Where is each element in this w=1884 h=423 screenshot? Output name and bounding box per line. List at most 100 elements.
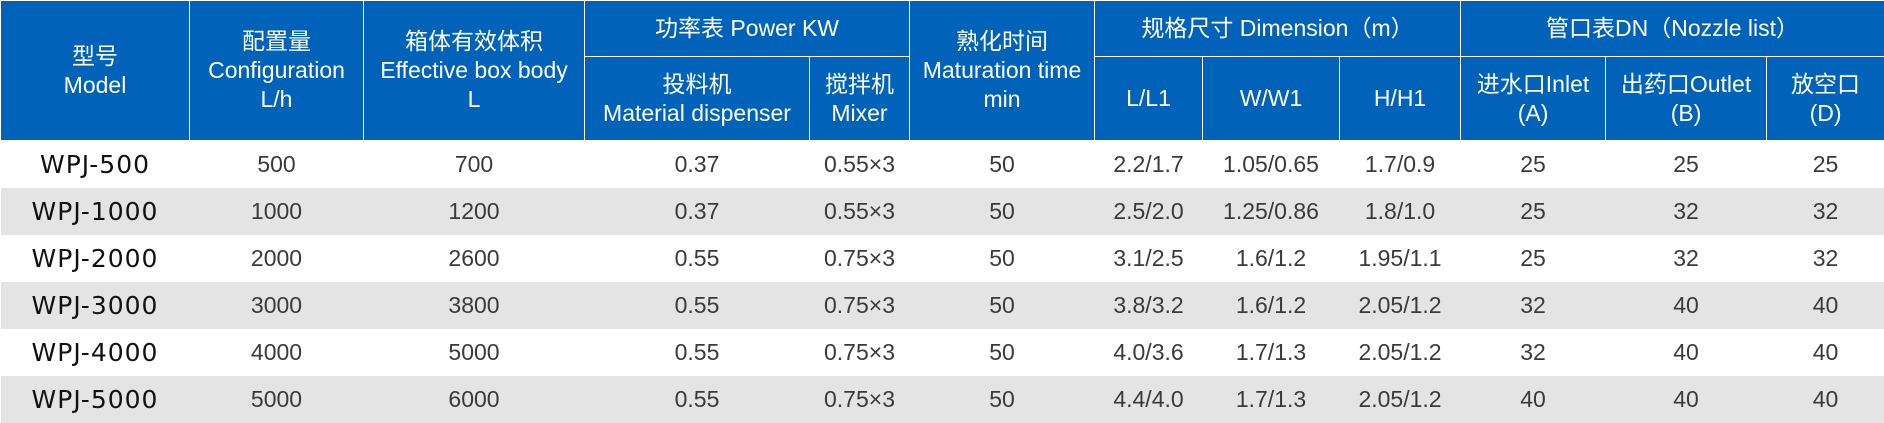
mixer-power-cell: 0.75×3 [809,328,910,376]
length-cell: 3.1/2.5 [1094,234,1203,282]
header-width: W/W1 [1202,56,1340,141]
header-configuration: 配置量 Configuration L/h [189,0,364,141]
vent-cell: 25 [1766,140,1884,188]
header-dispenser-zh: 投料机 [662,70,732,97]
header-dispenser: 投料机 Material dispenser [584,56,810,141]
length-cell: 4.0/3.6 [1094,328,1203,376]
volume-cell: 2600 [363,234,585,282]
table-row: WPJ-5000 5000 6000 0.55 0.75×3 50 4.4/4.0 1.7/1… [0,375,1884,423]
mixer-power-cell: 0.75×3 [809,234,910,282]
table-row: WPJ-500 500 700 0.37 0.55×3 50 2.2/1.7 1.05/0.6… [0,140,1884,188]
header-vent: 放空口 (D) [1766,56,1884,141]
vent-cell: 40 [1766,328,1884,376]
header-height: H/H1 [1338,56,1462,141]
maturation-cell: 50 [909,234,1095,282]
mixer-power-cell: 0.75×3 [809,375,910,423]
maturation-cell: 50 [909,328,1095,376]
header-effective-volume-en: Effective box body [380,57,568,83]
volume-cell: 5000 [363,328,585,376]
header-vent-label: 放空口 [1791,70,1861,97]
dispenser-power-cell: 0.55 [584,328,810,376]
width-cell: 1.05/0.65 [1202,140,1340,188]
header-vent-code: (D) [1809,99,1842,126]
height-cell: 1.95/1.1 [1339,234,1461,282]
configuration-cell: 500 [189,140,364,188]
header-maturation-zh: 熟化时间 [956,28,1048,54]
inlet-cell: 32 [1460,281,1606,329]
header-configuration-zh: 配置量 [242,28,311,54]
height-cell: 2.05/1.2 [1339,281,1461,329]
inlet-cell: 25 [1460,140,1606,188]
inlet-cell: 25 [1460,187,1606,235]
header-inlet-code: (A) [1517,99,1549,126]
height-cell: 2.05/1.2 [1339,375,1461,423]
header-dimension-title: 规格尺寸 Dimension（m） [1141,15,1414,41]
maturation-cell: 50 [909,281,1095,329]
model-cell: WPJ-500 [0,140,190,188]
header-effective-volume-unit: L [467,86,481,112]
mixer-power-cell: 0.75×3 [809,281,910,329]
header-mixer-en: Mixer [831,99,888,126]
header-outlet-label: 出药口Outlet [1620,70,1752,97]
outlet-cell: 40 [1605,328,1767,376]
height-cell: 2.05/1.2 [1339,328,1461,376]
header-dispenser-en: Material dispenser [603,99,791,126]
vent-cell: 32 [1766,234,1884,282]
length-cell: 3.8/3.2 [1094,281,1203,329]
dispenser-power-cell: 0.55 [584,234,810,282]
volume-cell: 3800 [363,281,585,329]
vent-cell: 40 [1766,281,1884,329]
vent-cell: 32 [1766,187,1884,235]
maturation-cell: 50 [909,187,1095,235]
configuration-cell: 4000 [189,328,364,376]
header-effective-volume-zh: 箱体有效体积 [405,28,543,54]
header-model: 型号 Model [0,0,190,141]
inlet-cell: 32 [1460,328,1606,376]
model-cell: WPJ-5000 [0,375,190,423]
header-model-en: Model [63,71,127,98]
width-cell: 1.6/1.2 [1202,281,1340,329]
volume-cell: 6000 [363,375,585,423]
configuration-cell: 1000 [189,187,364,235]
length-cell: 2.5/2.0 [1094,187,1203,235]
header-length: L/L1 [1094,56,1203,141]
height-cell: 1.8/1.0 [1339,187,1461,235]
vent-cell: 40 [1766,375,1884,423]
header-maturation-unit: min [983,86,1021,112]
header-model-zh: 型号 [72,42,118,69]
table-row: WPJ-1000 1000 1200 0.37 0.55×3 50 2.5/2.0 1.25/… [0,187,1884,235]
table-body: WPJ-500 500 700 0.37 0.55×3 50 2.2/1.7 1.05/0.6… [0,140,1884,423]
dispenser-power-cell: 0.55 [584,375,810,423]
header-maturation-en: Maturation time [922,57,1082,83]
outlet-cell: 25 [1605,140,1767,188]
outlet-cell: 32 [1605,234,1767,282]
header-configuration-unit: L/h [260,86,293,112]
table-row: WPJ-4000 4000 5000 0.55 0.75×3 50 4.0/3.6 1.7/1… [0,328,1884,376]
configuration-cell: 3000 [189,281,364,329]
outlet-cell: 32 [1605,187,1767,235]
table-header: 型号 Model 配置量 Configuration L/h 箱体有效体积 Ef… [0,0,1884,141]
header-nozzle: 管口表DN（Nozzle list） [1460,0,1884,57]
volume-cell: 700 [363,140,585,188]
header-mixer-zh: 搅拌机 [825,70,894,97]
width-cell: 1.7/1.3 [1202,328,1340,376]
dispenser-power-cell: 0.37 [584,140,810,188]
header-power-title: 功率表 Power KW [654,15,840,41]
dispenser-power-cell: 0.37 [584,187,810,235]
width-cell: 1.7/1.3 [1202,375,1340,423]
header-effective-volume: 箱体有效体积 Effective box body L [363,0,585,141]
inlet-cell: 25 [1460,234,1606,282]
mixer-power-cell: 0.55×3 [809,140,910,188]
mixer-power-cell: 0.55×3 [809,187,910,235]
header-outlet: 出药口Outlet (B) [1605,56,1768,141]
length-cell: 4.4/4.0 [1094,375,1203,423]
header-mixer: 搅拌机 Mixer [809,56,910,141]
maturation-cell: 50 [909,375,1095,423]
configuration-cell: 5000 [189,375,364,423]
dispenser-power-cell: 0.55 [584,281,810,329]
configuration-cell: 2000 [189,234,364,282]
outlet-cell: 40 [1605,375,1767,423]
volume-cell: 1200 [363,187,585,235]
header-dimension: 规格尺寸 Dimension（m） [1093,0,1462,57]
